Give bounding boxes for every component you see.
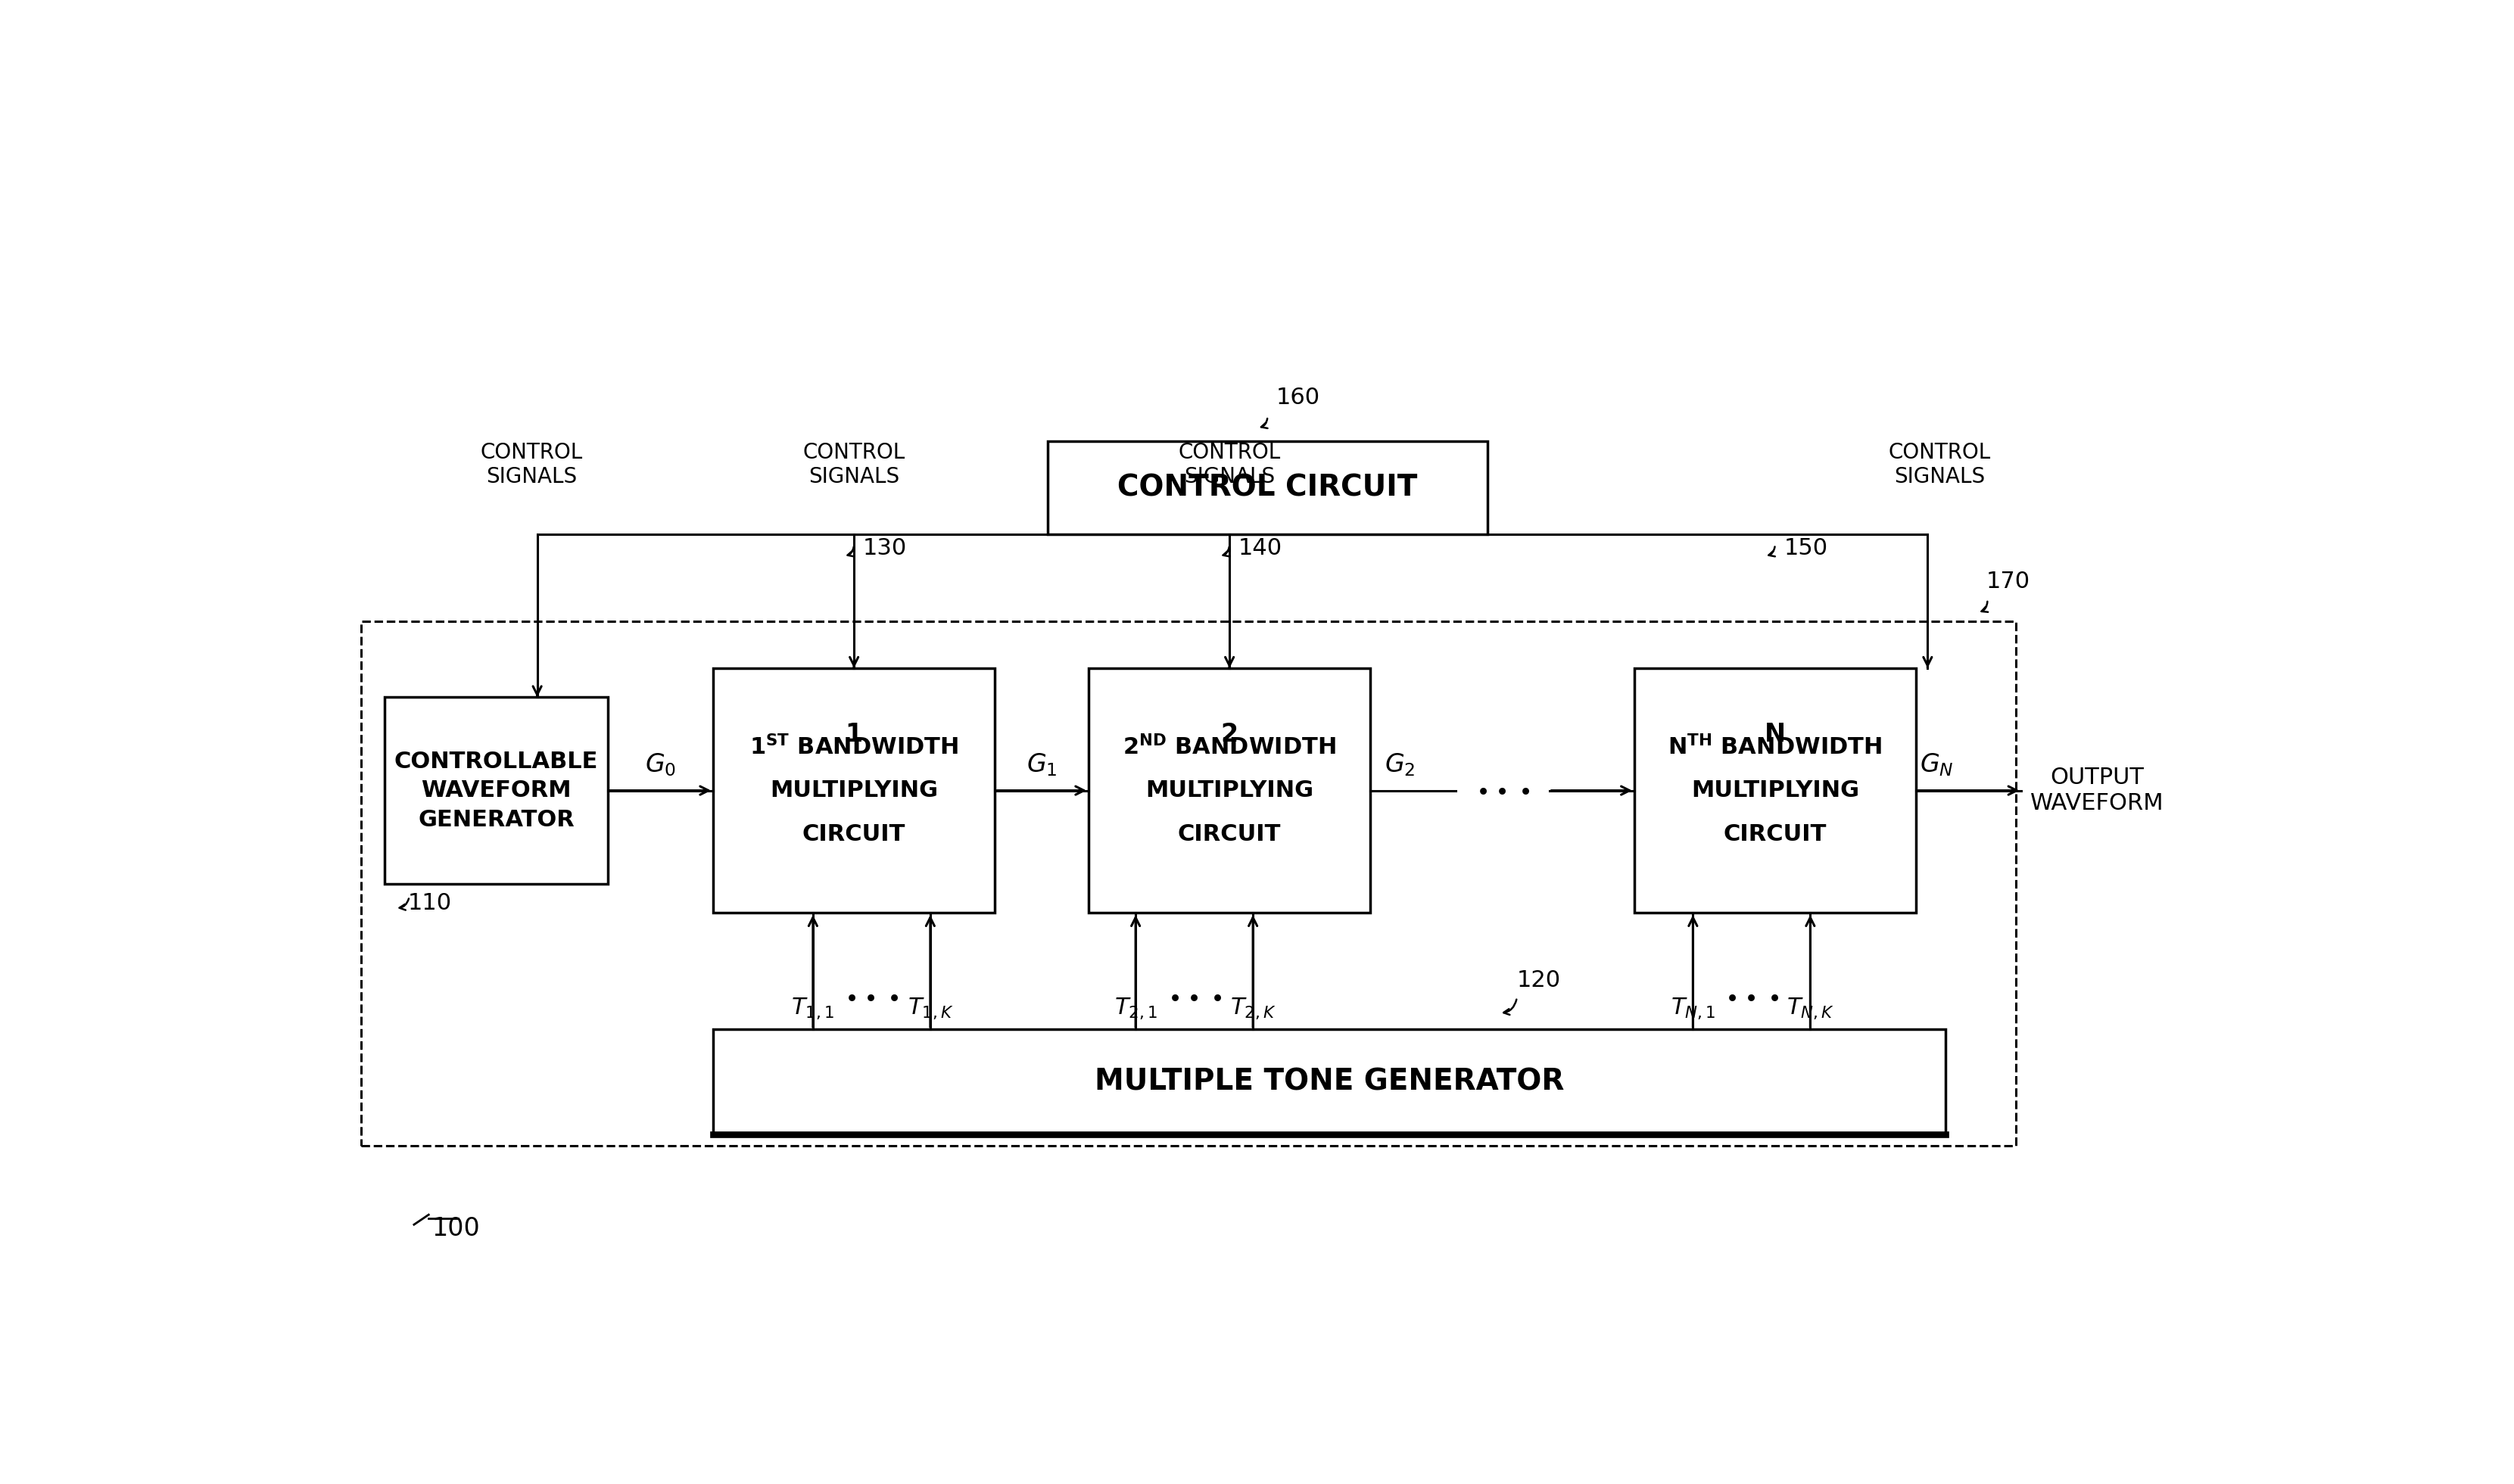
Text: GENERATOR: GENERATOR	[417, 809, 573, 831]
Text: 130: 130	[862, 537, 908, 559]
Text: CONTROL
SIGNALS: CONTROL SIGNALS	[1888, 442, 1991, 488]
Bar	[714, 1030, 1946, 1134]
Text: CONTROL CIRCUIT: CONTROL CIRCUIT	[1119, 473, 1418, 502]
Text: CONTROLLABLE: CONTROLLABLE	[395, 751, 598, 772]
Text: 160: 160	[1277, 387, 1320, 408]
Text: $\mathbf{2^{ND}}$ BANDWIDTH: $\mathbf{2^{ND}}$ BANDWIDTH	[1124, 735, 1337, 760]
Text: 2: 2	[1222, 721, 1239, 746]
Bar	[1089, 668, 1370, 913]
Bar	[362, 622, 2016, 1146]
Text: $\mathit{T}_{2,1}$: $\mathit{T}_{2,1}$	[1114, 996, 1156, 1021]
Text: $\mathit{G}_0$: $\mathit{G}_0$	[644, 751, 676, 778]
Text: $\mathbf{1^{ST}}$ BANDWIDTH: $\mathbf{1^{ST}}$ BANDWIDTH	[749, 735, 958, 760]
Text: MULTIPLYING: MULTIPLYING	[1692, 779, 1860, 801]
Text: CIRCUIT: CIRCUIT	[1725, 824, 1828, 846]
Text: CONTROL
SIGNALS: CONTROL SIGNALS	[802, 442, 905, 488]
Text: $\bullet\bullet\bullet$: $\bullet\bullet\bullet$	[1476, 779, 1529, 801]
Text: 100: 100	[432, 1215, 480, 1241]
Text: 1: 1	[845, 721, 862, 746]
Text: MULTIPLYING: MULTIPLYING	[1146, 779, 1312, 801]
Text: $\mathit{T}_{1,1}$: $\mathit{T}_{1,1}$	[792, 996, 835, 1021]
Text: $\mathit{T}_{N,1}$: $\mathit{T}_{N,1}$	[1669, 996, 1715, 1021]
Text: CIRCUIT: CIRCUIT	[802, 824, 905, 846]
Text: MULTIPLYING: MULTIPLYING	[769, 779, 938, 801]
Text: $\mathbf{N^{TH}}$ BANDWIDTH: $\mathbf{N^{TH}}$ BANDWIDTH	[1667, 735, 1883, 760]
Text: CONTROL
SIGNALS: CONTROL SIGNALS	[1179, 442, 1280, 488]
Text: $\mathit{T}_{N,K}$: $\mathit{T}_{N,K}$	[1787, 996, 1835, 1021]
Text: $\mathit{T}_{1,K}$: $\mathit{T}_{1,K}$	[908, 996, 953, 1021]
Text: CIRCUIT: CIRCUIT	[1179, 824, 1282, 846]
Text: MULTIPLE TONE GENERATOR: MULTIPLE TONE GENERATOR	[1094, 1067, 1564, 1097]
Bar	[714, 668, 996, 913]
Text: 150: 150	[1785, 537, 1828, 559]
Text: OUTPUT
WAVEFORM: OUTPUT WAVEFORM	[2031, 767, 2165, 815]
Bar	[1048, 441, 1488, 534]
Text: 140: 140	[1239, 537, 1282, 559]
Text: $\bullet\bullet\bullet$: $\bullet\bullet\bullet$	[845, 987, 900, 1008]
Text: CONTROL
SIGNALS: CONTROL SIGNALS	[480, 442, 583, 488]
Bar	[1634, 668, 1916, 913]
Text: $\mathit{G}_1$: $\mathit{G}_1$	[1026, 751, 1056, 778]
Text: $\bullet\bullet\bullet$: $\bullet\bullet\bullet$	[1725, 987, 1780, 1008]
Text: 120: 120	[1516, 969, 1561, 991]
Text: $\mathit{G}_N$: $\mathit{G}_N$	[1921, 751, 1953, 778]
Text: $\mathit{T}_{2,K}$: $\mathit{T}_{2,K}$	[1229, 996, 1277, 1021]
Text: $\bullet\bullet\bullet$: $\bullet\bullet\bullet$	[1166, 987, 1222, 1008]
Text: WAVEFORM: WAVEFORM	[420, 779, 571, 801]
Text: 110: 110	[407, 892, 453, 914]
Bar	[385, 697, 608, 884]
Text: 170: 170	[1986, 570, 2031, 592]
Text: N: N	[1765, 721, 1785, 746]
Text: $\mathit{G}_2$: $\mathit{G}_2$	[1385, 751, 1415, 778]
